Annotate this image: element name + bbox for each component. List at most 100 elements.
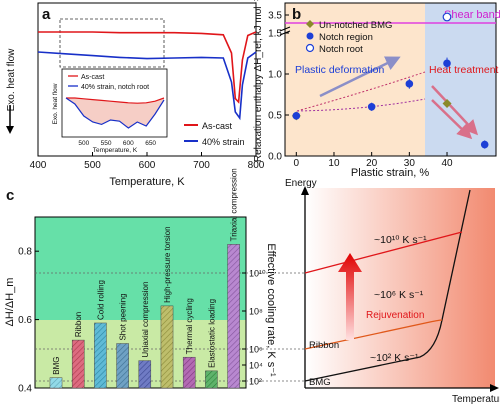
panel-a-inset: 500 550 600 650 Temperature, K Exo. heat fl… — [52, 68, 168, 154]
panel-b: Shear band b 0.0 0.5 1.0 1.5 3.5 0 10 20 30 40 P… — [253, 0, 500, 179]
inset-x-tick-label: 550 — [101, 140, 112, 147]
trend-notch-region — [296, 71, 426, 112]
inset-x-label: Temperature, K — [93, 147, 138, 154]
bar-label-elastostatic-loading: Elastostatic loading — [207, 299, 216, 368]
panel-c-bars: BMG Ribbon Cold rolling Shot peening Uniaxia… — [49, 168, 240, 389]
bar-hatch — [50, 377, 62, 388]
bar-hatch — [72, 340, 85, 388]
bar-hatch — [183, 357, 196, 388]
panel-a: a 400 500 600 700 800 Temperature, K Exo. he… — [6, 2, 265, 188]
b-y-tick-label: 0.5 — [268, 111, 282, 122]
c-y-tick-label: 0.8 — [18, 247, 32, 258]
rate-label-1e10: ~10¹⁰ K s⁻¹ — [374, 234, 427, 246]
temperature-axis-arrowhead — [490, 384, 499, 392]
panel-c-y-label: ΔH/ΔH_m — [4, 278, 16, 327]
temperature-label: Temperature — [452, 394, 500, 405]
panel-b-y-ticks: 0.0 0.5 1.0 1.5 3.5 — [268, 11, 289, 163]
rate-label-1e6: ~10⁶ K s⁻¹ — [374, 289, 424, 301]
a-x-tick-label: 600 — [139, 160, 156, 171]
curve-as-cast — [38, 31, 257, 104]
plastic-deformation-arrow — [319, 56, 401, 98]
panel-a-letter: a — [42, 6, 51, 23]
panel-b-frame — [284, 2, 497, 157]
point-notch-region — [443, 59, 451, 68]
point-notch-region — [405, 80, 414, 88]
legend-label-un-notched: Un-notched BMG — [319, 20, 392, 31]
panel-c: c BMG Ribbon Cold rolling Shot peening Uniax… — [4, 168, 277, 394]
panel-a-zoom-box — [59, 18, 165, 68]
bar-hatch — [94, 323, 107, 388]
c-right-tick-label: 10⁴ — [249, 361, 263, 371]
point-notch-region — [480, 140, 489, 149]
bar-label-shot-peening: Shot peening — [119, 293, 128, 340]
b-x-tick-label: 20 — [366, 158, 378, 169]
legend-marker-notch-region — [306, 32, 314, 40]
point-notch-region — [367, 103, 376, 111]
inset-x-tick-label: 500 — [78, 140, 89, 147]
curve-ribbon — [304, 319, 443, 350]
bar-hatch — [227, 244, 240, 388]
panel-b-x-label: Plastic strain, % — [351, 167, 429, 179]
curve-fast — [304, 231, 463, 274]
curve-bmg — [304, 189, 471, 382]
point-notch-root — [442, 12, 452, 22]
panel-b-points — [291, 12, 489, 149]
legend-label-notch-root: Notch root — [319, 44, 363, 55]
panel-c-y-label-right: Effective cooling rate, K s⁻¹ — [265, 243, 277, 377]
c-y-tick-label: 0.4 — [18, 384, 32, 395]
panel-a-legend: As-cast 40% strain — [184, 121, 245, 147]
rejuvenation-label: Rejuvenation — [366, 310, 424, 321]
bar-label-ribbon: Ribbon — [74, 312, 83, 337]
a-x-tick-label: 400 — [30, 160, 47, 171]
panel-b-bg-heat — [425, 3, 496, 156]
c-right-tick-label: 10² — [249, 377, 262, 387]
c-y-tick-label: 0.6 — [18, 315, 32, 326]
legend-marker-notch-root — [305, 43, 315, 53]
panel-a-x-ticks: 400 500 600 700 800 — [30, 152, 265, 171]
c-right-tick-label: 10⁸ — [249, 307, 263, 317]
b-y-tick-label: 0.0 — [268, 152, 282, 163]
a-x-tick-label: 500 — [84, 160, 101, 171]
bar-label-thermal-cycling: Thermal cycling — [185, 298, 194, 354]
b-y-tick-label: 1.0 — [268, 70, 282, 81]
panel-a-x-label: Temperature, K — [109, 176, 185, 188]
a-x-tick-label: 800 — [248, 160, 265, 171]
b-x-tick-label: 30 — [404, 158, 416, 169]
panel-b-legend: Un-notched BMG Notch region Notch root — [305, 20, 392, 55]
bar-hatch — [161, 305, 173, 388]
legend-marker-un-notched — [306, 20, 314, 28]
legend-label-40-strain: 40% strain — [202, 137, 245, 147]
bar-label-cold-rolling: Cold rolling — [96, 280, 105, 320]
inset-y-label: Exo. heat flow — [52, 83, 59, 124]
point-notch-region — [292, 112, 301, 120]
panel-d: Energy Temperature Rejuvenation ~10¹⁰ K … — [285, 178, 500, 405]
panel-c-y-ticks: 0.4 0.6 0.8 — [18, 247, 39, 395]
panel-b-x-ticks: 0 10 20 30 40 — [294, 152, 453, 169]
inset-curve-as-cast — [66, 97, 165, 104]
bar-label-bmg: BMG — [52, 357, 61, 375]
bar-hatch — [205, 370, 218, 388]
bar-hatch — [116, 343, 129, 388]
inset-x-ticks: 500 550 600 650 — [78, 140, 156, 147]
panel-a-curves — [37, 31, 257, 121]
energy-label: Energy — [285, 178, 317, 189]
bmg-label: BMG — [309, 377, 331, 388]
legend-label-as-cast: As-cast — [202, 121, 233, 131]
b-x-tick-label: 0 — [294, 158, 300, 169]
b-x-tick-label: 10 — [328, 158, 340, 169]
legend-label-notch-region: Notch region — [319, 32, 373, 43]
panel-b-letter: b — [292, 6, 301, 23]
panel-a-exo-arrowhead — [6, 126, 14, 134]
a-x-tick-label: 700 — [193, 160, 210, 171]
b-x-tick-label: 40 — [441, 158, 453, 169]
inset-legend-label-as-cast: As-cast — [81, 74, 104, 81]
ribbon-label: Ribbon — [309, 340, 339, 351]
rejuvenation-arrow — [338, 253, 362, 340]
bar-hatch — [138, 360, 151, 388]
panel-c-letter: c — [6, 187, 14, 204]
c-right-tick-label: 10⁶ — [249, 345, 263, 355]
inset-x-tick-label: 650 — [145, 140, 156, 147]
b-y-tick-label: 3.5 — [268, 11, 282, 22]
panel-b-y-label: Relaxation enthalpy ΔH_rel, kJ mol⁻¹ — [253, 0, 264, 162]
